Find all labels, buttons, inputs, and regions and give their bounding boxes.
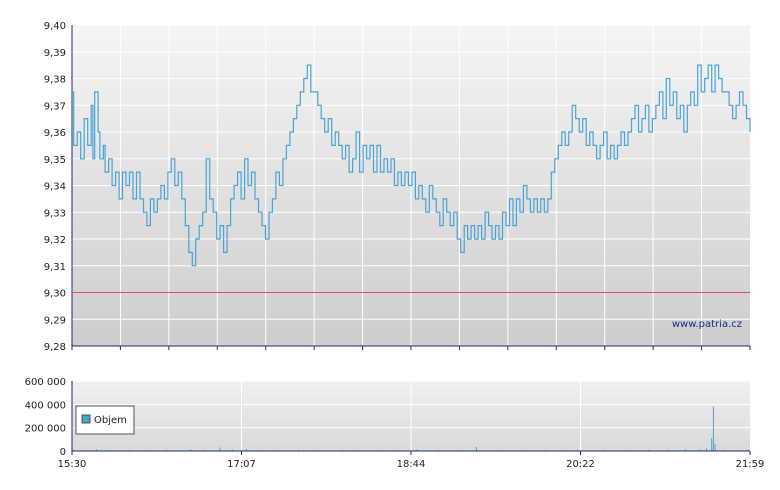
volume-bar (475, 446, 477, 451)
volume-y-tick-label: 0 (60, 447, 66, 458)
volume-y-tick-label: 600 000 (25, 377, 66, 388)
volume-y-tick-label: 200 000 (25, 424, 66, 435)
volume-bar (245, 448, 247, 451)
price-y-tick-label: 9,33 (44, 208, 66, 219)
volume-bar (129, 449, 130, 451)
legend-swatch-objem (81, 414, 91, 424)
volume-bar (667, 449, 669, 451)
volume-bar (699, 449, 700, 451)
volume-x-axis: 15:30 17:07 18:44 20:22 21:59 (58, 451, 765, 470)
volume-legend: Objem (75, 405, 135, 435)
volume-bar (714, 444, 716, 451)
volume-bar (648, 449, 650, 451)
legend-label-objem: Objem (94, 415, 127, 426)
volume-bar (165, 449, 167, 451)
volume-bar (437, 449, 439, 451)
volume-bar (545, 449, 547, 451)
volume-y-tick-label: 400 000 (25, 400, 66, 411)
volume-bar (298, 449, 300, 451)
volume-bar (231, 449, 233, 451)
volume-bar (712, 406, 714, 451)
price-y-tick-label: 9,36 (44, 128, 66, 139)
price-y-tick-label: 9,32 (44, 235, 66, 246)
watermark-text: www.patria.cz (672, 319, 742, 330)
volume-bar (711, 438, 713, 451)
volume-bar (576, 449, 578, 451)
volume-bar (341, 449, 343, 451)
volume-bar (723, 449, 725, 451)
x-tick-label: 17:07 (227, 459, 256, 470)
price-y-tick-label: 9,31 (44, 262, 66, 273)
volume-bar (204, 449, 205, 451)
x-tick-label: 18:44 (397, 459, 426, 470)
volume-bar (747, 449, 749, 451)
x-tick-label: 21:59 (736, 459, 765, 470)
price-y-tick-label: 9,38 (44, 75, 66, 86)
volume-y-axis: 600 000 400 000 200 000 0 (25, 377, 73, 458)
price-x-ticks (71, 346, 751, 350)
price-y-tick-label: 9,40 (44, 21, 66, 32)
price-line-series (72, 64, 751, 267)
price-y-tick-label: 9,35 (44, 155, 66, 166)
x-tick-label: 20:22 (566, 459, 595, 470)
price-y-tick-label: 9,30 (44, 289, 66, 300)
price-y-tick-label: 9,37 (44, 101, 66, 112)
price-y-tick-label: 9,39 (44, 48, 66, 59)
price-y-tick-label: 9,28 (44, 342, 66, 353)
volume-bar (95, 449, 97, 452)
volume-bar (73, 449, 75, 451)
price-y-tick-label: 9,34 (44, 182, 66, 193)
price-y-axis: 9,28 9,29 9,30 9,31 9,32 9,33 9,34 9,35 9,36 9,37… (44, 21, 73, 353)
volume-bar (416, 449, 418, 451)
volume-bar (219, 447, 221, 451)
volume-bar (705, 448, 707, 451)
volume-bar (685, 449, 686, 451)
x-tick-label: 15:30 (58, 459, 87, 470)
volume-bar (190, 449, 191, 451)
price-y-tick-label: 9,29 (44, 315, 66, 326)
